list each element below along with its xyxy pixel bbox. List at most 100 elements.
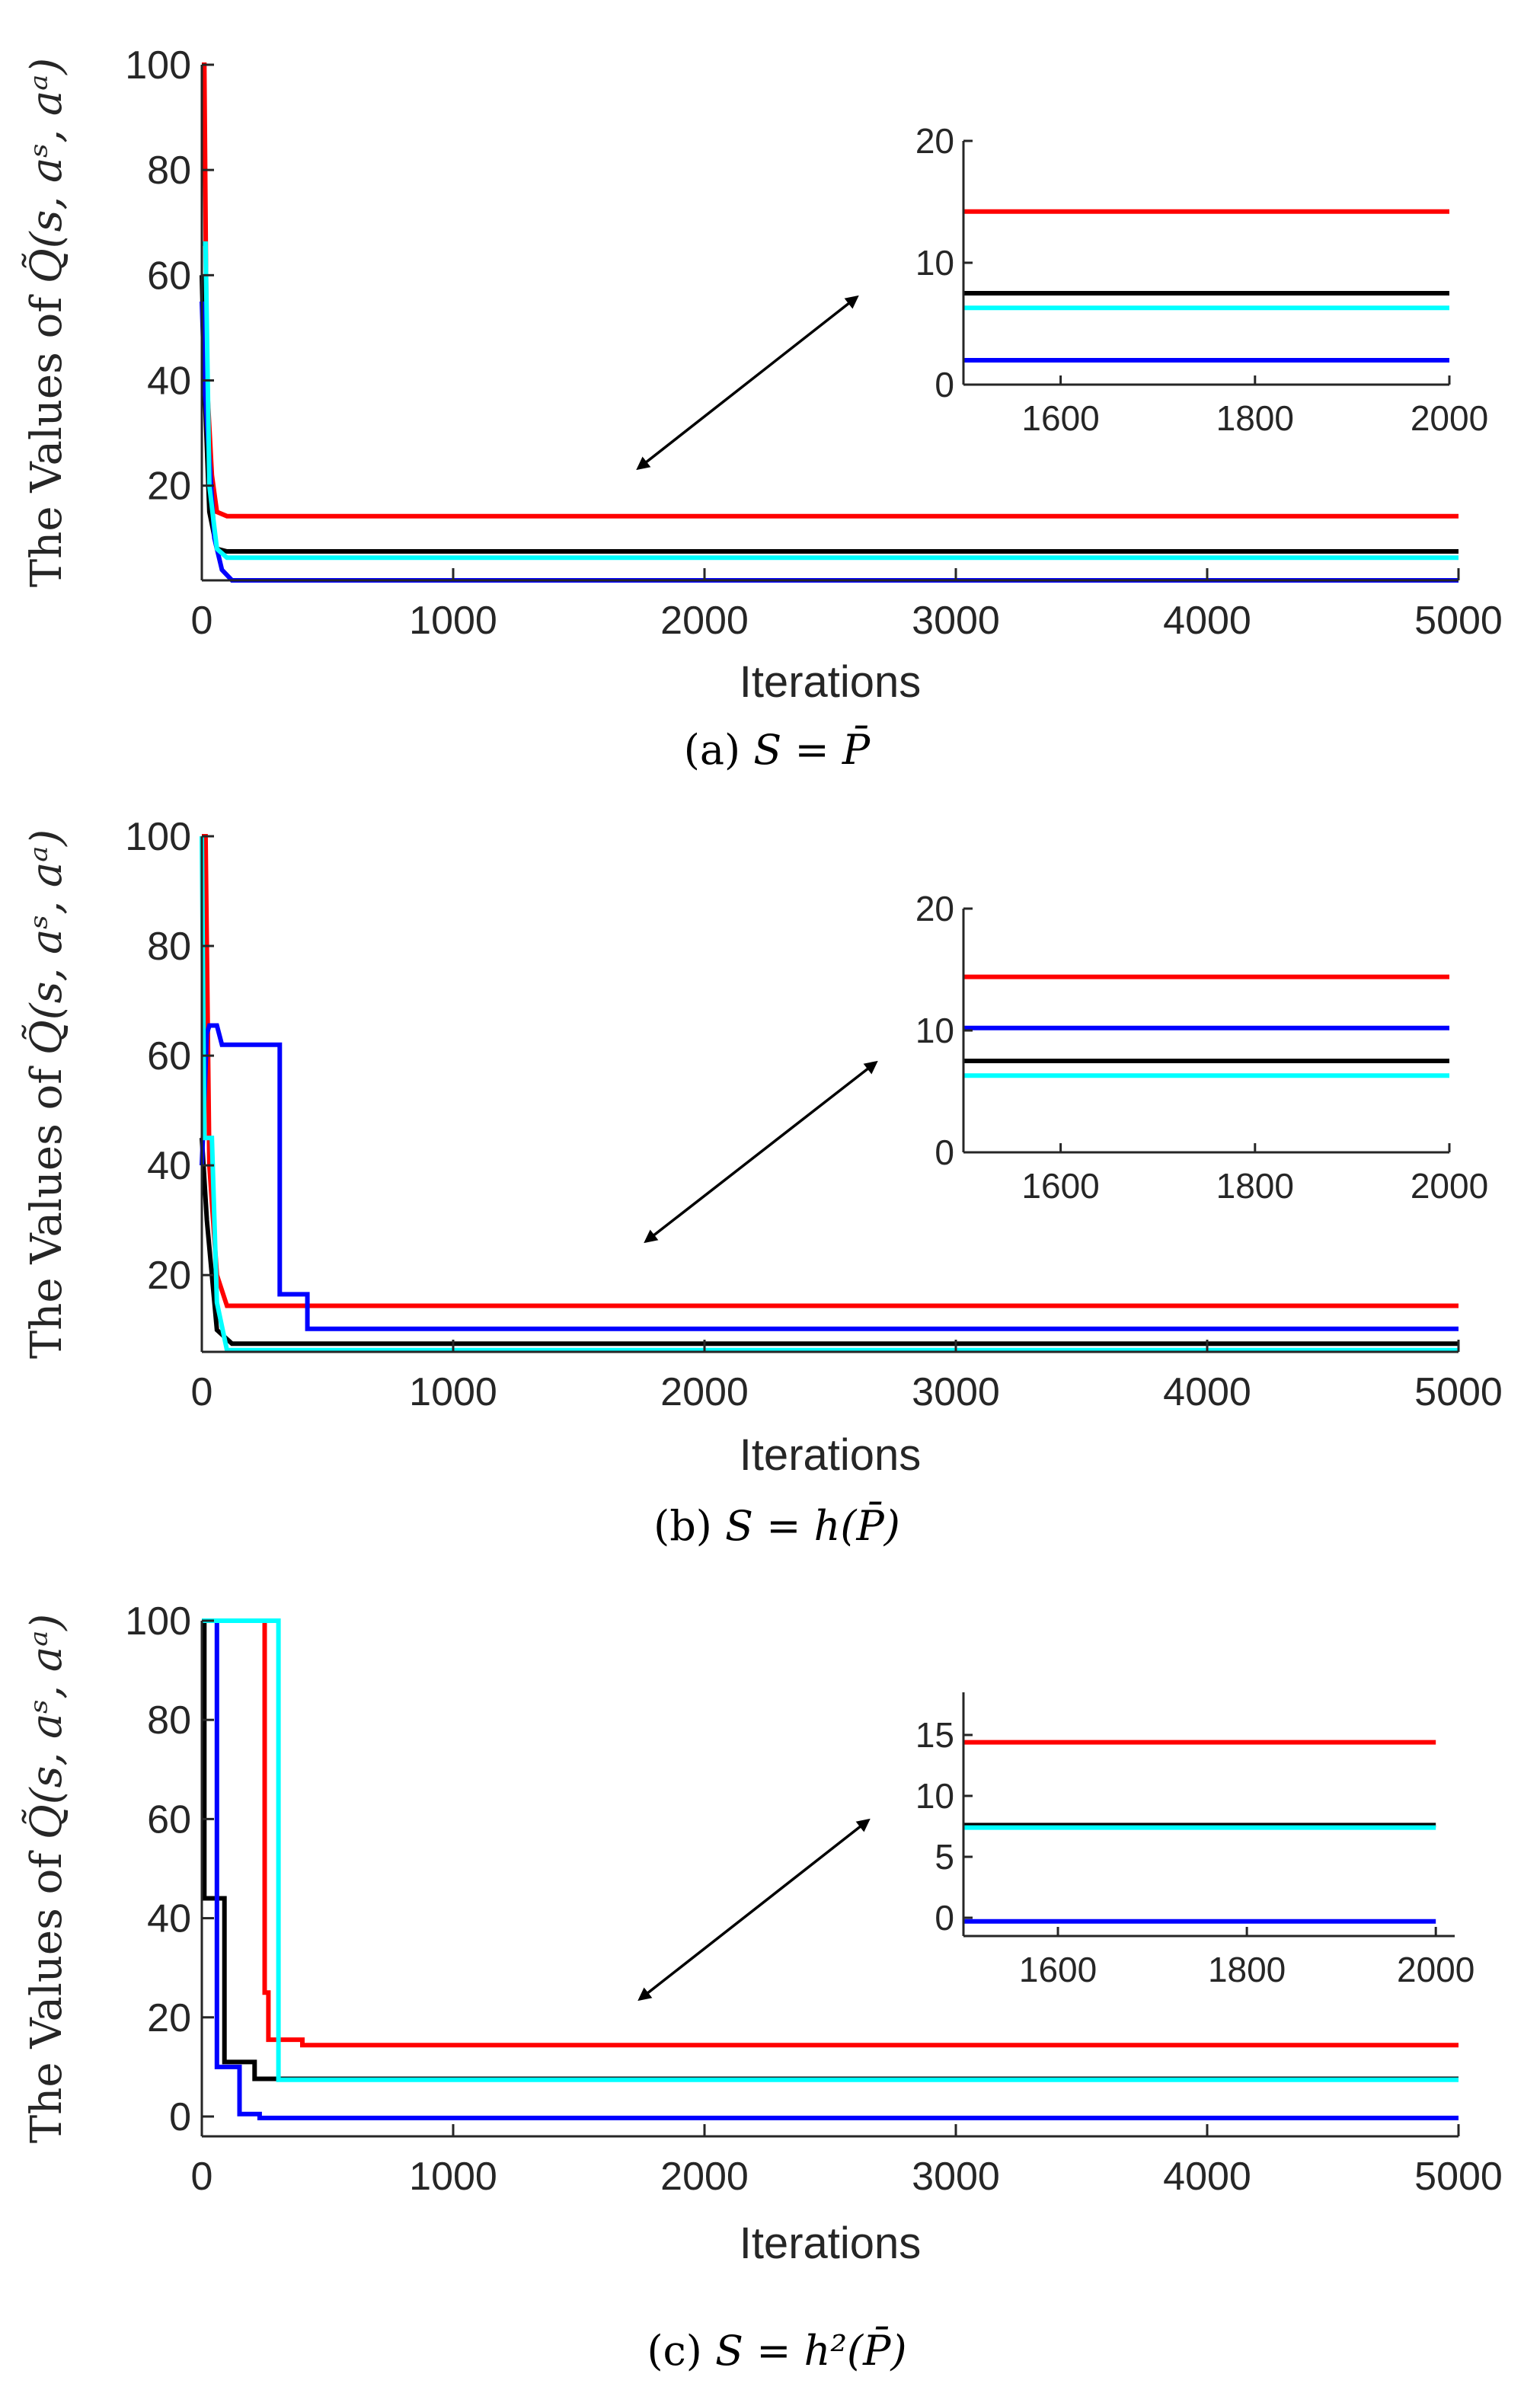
x-tick-label: 0	[191, 599, 213, 643]
series-line-1	[200, 1137, 1459, 1347]
y-axis-label-prefix: The Values of	[22, 1839, 72, 2143]
x-tick-label: 0	[191, 2155, 213, 2199]
inset-x-tick-label: 1800	[1208, 1950, 1286, 1989]
series-line-0	[202, 1618, 1459, 2048]
series-line-2	[200, 1023, 1459, 1331]
y-tick-label: 40	[147, 1144, 191, 1188]
caption-space	[712, 1502, 725, 1550]
y-axis-label-func: Q̃	[21, 248, 72, 283]
y-tick-label: 20	[147, 1254, 191, 1298]
inset-x-tick-label: 2000	[1397, 1950, 1475, 1989]
inset-y-tick-label: 0	[935, 1898, 954, 1938]
inset-y-tick-label: 0	[935, 1133, 954, 1172]
inset-y-tick-label: 20	[915, 889, 954, 928]
y-tick-label: 100	[125, 43, 191, 88]
x-tick-label: 5000	[1414, 599, 1503, 643]
y-tick-label: 0	[169, 2095, 191, 2139]
caption-space	[702, 2327, 715, 2375]
caption-rhs: h(P̄)	[814, 1501, 900, 1550]
y-tick-label: 20	[147, 465, 191, 509]
inset-y-tick-label: 10	[915, 1011, 954, 1050]
caption-label: (c)	[647, 2327, 701, 2375]
y-tick-label: 40	[147, 1897, 191, 1941]
caption-space	[829, 726, 842, 774]
inset-y-tick-label: 10	[915, 1776, 954, 1816]
caption-space	[740, 726, 753, 774]
x-tick-label: 1000	[409, 1370, 497, 1414]
zoom-arrow	[644, 1060, 878, 1244]
x-tick-label: 4000	[1163, 599, 1251, 643]
y-axis-label: The Values of Q̃(s, aˢ, aᵃ)	[21, 1614, 72, 2143]
series-line-3	[202, 1618, 1459, 2082]
y-axis-label-func: Q̃	[21, 1804, 72, 1839]
y-tick-label: 60	[147, 254, 191, 298]
caption-eq: =	[756, 2327, 791, 2375]
x-tick-label: 1000	[409, 599, 497, 643]
y-tick-label: 100	[125, 1599, 191, 1644]
y-axis-label-args: (s, aˢ, aᵃ)	[22, 58, 72, 248]
y-tick-label: 60	[147, 1034, 191, 1078]
zoom-arrow	[636, 295, 859, 471]
y-axis-label: The Values of Q̃(s, aˢ, aᵃ)	[21, 58, 72, 587]
x-tick-label: 3000	[912, 1370, 1000, 1414]
caption-eq: =	[766, 1502, 800, 1550]
y-tick-label: 40	[147, 359, 191, 403]
inset-y-tick-label: 5	[935, 1837, 954, 1877]
caption-rhs: P̄	[842, 725, 871, 774]
caption-eq: =	[794, 726, 829, 774]
inset-x-tick-label: 2000	[1411, 1166, 1488, 1206]
inset-y-tick-label: 20	[915, 121, 954, 161]
y-axis-label-prefix: The Values of	[22, 283, 72, 587]
y-tick-label: 80	[147, 925, 191, 969]
inset-x-tick-label: 1600	[1021, 398, 1099, 438]
inset-background	[963, 1692, 1455, 1936]
zoom-arrow	[637, 1818, 871, 2002]
y-axis-label-func: Q̃	[21, 1020, 72, 1055]
inset-y-tick-label: 0	[935, 365, 954, 404]
x-tick-label: 3000	[912, 2155, 1000, 2199]
inset-plot: 1600 1800 2000 0 5 10 15	[915, 1692, 1475, 1989]
x-tick-label: 4000	[1163, 1370, 1251, 1414]
inset-x-tick-label: 1800	[1216, 398, 1294, 438]
series-line-1	[202, 1618, 1459, 2081]
x-axis-label: Iterations	[740, 657, 922, 707]
x-tick-label: 4000	[1163, 2155, 1251, 2199]
x-tick-label: 1000	[409, 2155, 497, 2199]
chart-panel-1: 0 1000 2000 3000 4000 500020406080100Iteratio…	[21, 815, 1503, 1550]
y-tick-label: 60	[147, 1797, 191, 1842]
x-tick-label: 3000	[912, 599, 1000, 643]
y-tick-label: 100	[125, 815, 191, 859]
inset-x-tick-label: 1600	[1019, 1950, 1097, 1989]
inset-plot: 1600 1800 2000 0 10 20	[915, 121, 1488, 438]
caption-space	[781, 726, 794, 774]
series-line-3	[202, 241, 1459, 561]
caption-lhs: S	[753, 726, 781, 774]
y-tick-label: 80	[147, 1698, 191, 1743]
inset-x-tick-label: 1800	[1216, 1166, 1294, 1206]
inset-y-tick-label: 10	[915, 243, 954, 283]
series-line-2	[202, 1618, 1459, 2120]
y-tick-label: 20	[147, 1996, 191, 2040]
inset-y-tick-label: 15	[915, 1715, 954, 1755]
caption-space	[791, 2327, 804, 2375]
y-tick-label: 80	[147, 149, 191, 193]
caption-space	[800, 1502, 813, 1550]
x-tick-label: 2000	[660, 1370, 749, 1414]
caption-lhs: S	[725, 1502, 753, 1550]
x-tick-label: 5000	[1414, 2155, 1503, 2199]
panel-caption: (b) S = h(P̄)	[653, 1501, 900, 1550]
y-axis-label-args: (s, aˢ, aᵃ)	[22, 829, 72, 1020]
x-axis-label: Iterations	[740, 2219, 922, 2268]
caption-space	[753, 1502, 766, 1550]
series-line-3	[200, 835, 1459, 1353]
caption-label: (b)	[653, 1502, 712, 1550]
caption-rhs: h²(P̄)	[804, 2326, 907, 2375]
x-axis-label: Iterations	[740, 1430, 922, 1480]
panel-caption: (c) S = h²(P̄)	[647, 2326, 906, 2375]
y-axis-label-prefix: The Values of	[22, 1055, 72, 1359]
chart-panel-0: 0 1000 2000 3000 4000 500020406080100Iteratio…	[21, 43, 1503, 774]
inset-plot: 1600 1800 2000 0 10 20	[915, 889, 1488, 1206]
inset-x-tick-label: 1600	[1021, 1166, 1099, 1206]
chart-panel-2: 0 1000 2000 3000 4000 5000020406080100Iterati…	[21, 1599, 1503, 2375]
